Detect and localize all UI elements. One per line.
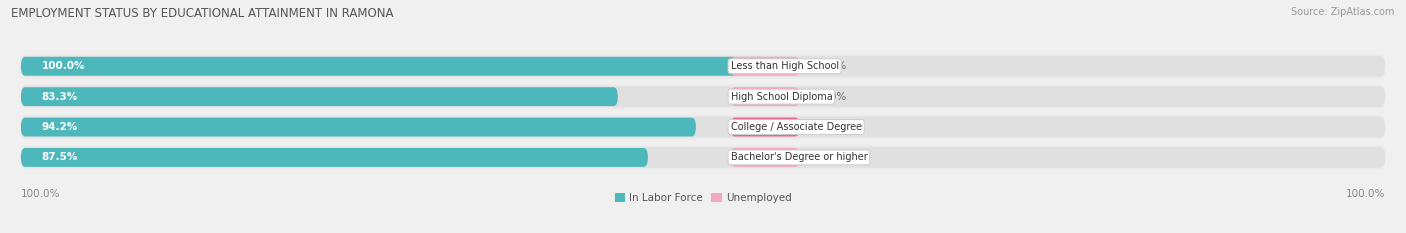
Text: 100.0%: 100.0% [21, 189, 60, 199]
Text: Less than High School: Less than High School [731, 61, 839, 71]
Text: Bachelor's Degree or higher: Bachelor's Degree or higher [731, 152, 868, 162]
FancyBboxPatch shape [21, 85, 1385, 108]
Legend: In Labor Force, Unemployed: In Labor Force, Unemployed [610, 189, 796, 207]
FancyBboxPatch shape [21, 148, 648, 167]
FancyBboxPatch shape [21, 116, 1385, 139]
Text: 0.0%: 0.0% [820, 152, 846, 162]
Text: Source: ZipAtlas.com: Source: ZipAtlas.com [1291, 7, 1395, 17]
FancyBboxPatch shape [21, 146, 1385, 169]
FancyBboxPatch shape [21, 117, 1385, 137]
FancyBboxPatch shape [21, 86, 1385, 107]
FancyBboxPatch shape [21, 55, 1385, 78]
FancyBboxPatch shape [731, 87, 800, 106]
Text: 94.2%: 94.2% [42, 122, 77, 132]
Text: 100.0%: 100.0% [1346, 189, 1385, 199]
Text: EMPLOYMENT STATUS BY EDUCATIONAL ATTAINMENT IN RAMONA: EMPLOYMENT STATUS BY EDUCATIONAL ATTAINM… [11, 7, 394, 20]
Text: 0.0%: 0.0% [820, 61, 846, 71]
Text: 0.0%: 0.0% [820, 92, 846, 102]
Text: 87.5%: 87.5% [42, 152, 77, 162]
FancyBboxPatch shape [21, 56, 1385, 77]
Text: 6.1%: 6.1% [820, 122, 846, 132]
FancyBboxPatch shape [21, 118, 696, 137]
Text: 83.3%: 83.3% [42, 92, 77, 102]
Text: 100.0%: 100.0% [42, 61, 86, 71]
FancyBboxPatch shape [731, 57, 800, 76]
FancyBboxPatch shape [731, 148, 800, 167]
FancyBboxPatch shape [21, 87, 617, 106]
Text: High School Diploma: High School Diploma [731, 92, 832, 102]
FancyBboxPatch shape [21, 147, 1385, 168]
Text: College / Associate Degree: College / Associate Degree [731, 122, 862, 132]
FancyBboxPatch shape [731, 118, 800, 137]
FancyBboxPatch shape [21, 57, 738, 76]
